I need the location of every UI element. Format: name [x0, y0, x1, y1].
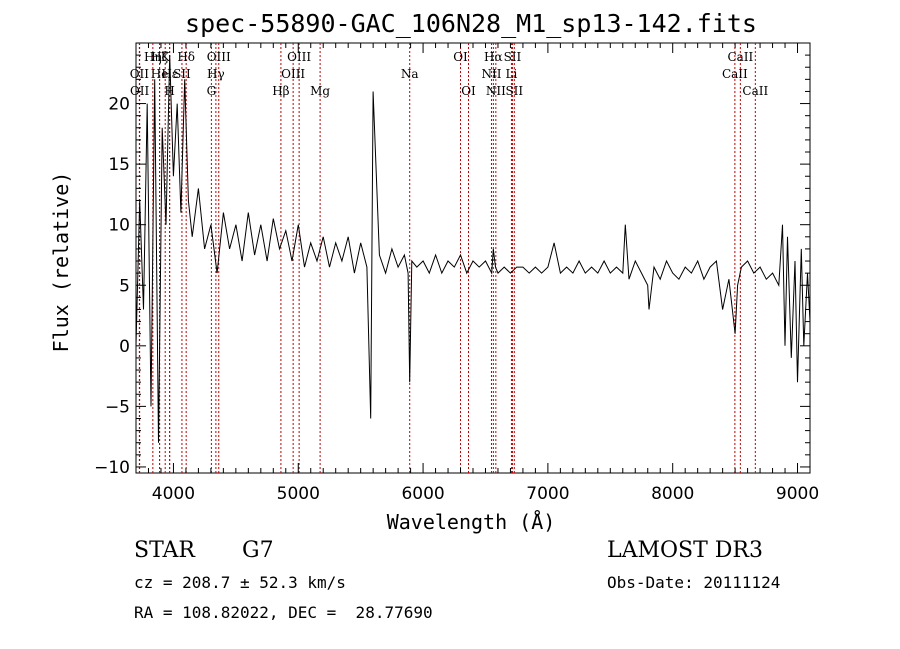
spectral-line-label: OI	[461, 84, 476, 98]
spectral-line-label: OIII	[287, 50, 311, 64]
y-tick-label: 5	[119, 276, 130, 296]
redshift-velocity: cz = 208.7 ± 52.3 km/s	[134, 573, 346, 592]
plot-frame	[135, 42, 811, 474]
spectral-line-label: CaII	[727, 50, 753, 64]
x-tick-label: 8000	[651, 484, 694, 504]
spectral-line-label: Hζ	[151, 50, 168, 64]
spectral-line-label: CaII	[722, 67, 748, 81]
x-tick-label: 5000	[277, 484, 320, 504]
spectral-line-label: Hβ	[272, 84, 289, 98]
spectral-line-label: OII	[130, 67, 150, 81]
spectral-line-label: K	[161, 50, 171, 64]
observation-date: Obs-Date: 20111124	[607, 573, 781, 592]
spectral-line-label: Li	[506, 67, 518, 81]
spectral-line-label: OIII	[281, 67, 305, 81]
spectral-line-label: Hδ	[177, 50, 195, 64]
spectral-line-label: CaII	[742, 84, 768, 98]
y-tick-label: 10	[108, 216, 130, 236]
y-tick-label: −10	[94, 458, 130, 478]
spectral-line-label: OI	[453, 50, 468, 64]
chart-title: spec-55890-GAC_106N28_M1_sp13-142.fits	[185, 9, 757, 38]
spectral-line-label: G	[207, 84, 217, 98]
object-subclass: G7	[242, 538, 274, 563]
spectral-line-label: Hη	[144, 50, 162, 64]
x-tick-label: 7000	[526, 484, 569, 504]
x-axis-label: Wavelength (Å)	[387, 510, 556, 534]
x-tick-label: 4000	[152, 484, 195, 504]
spectral-line-label: Hγ	[207, 67, 225, 81]
x-axis-ticks: 4000 5000 6000 7000 8000 9000	[135, 43, 819, 504]
y-tick-label: −5	[105, 397, 130, 417]
x-tick-label: 6000	[401, 484, 444, 504]
object-class: STAR	[134, 538, 195, 563]
spectral-line-label: NII	[481, 67, 501, 81]
x-tick-label: 9000	[776, 484, 819, 504]
spectral-line-label: OIII	[207, 50, 231, 64]
spectral-line-label: SII	[505, 84, 523, 98]
spectral-line-label: He	[151, 67, 169, 81]
spectrum-line	[135, 55, 811, 443]
y-tick-label: 0	[119, 337, 130, 357]
spectral-line-label: Na	[401, 67, 419, 81]
spectral-line-label: SII	[173, 67, 191, 81]
spectral-line-label: Mg	[310, 84, 330, 98]
y-axis-label: Flux (relative)	[49, 172, 73, 353]
y-axis-ticks: −10 −5 0 5 10 15 20	[94, 54, 810, 478]
y-tick-label: 20	[108, 95, 130, 115]
coordinates: RA = 108.82022, DEC = 28.77690	[134, 603, 433, 622]
spectral-line-markers	[138, 43, 756, 473]
spectral-line-label: H	[164, 84, 174, 98]
spectral-line-label: NII	[486, 84, 506, 98]
spectral-line-label: SII	[504, 50, 522, 64]
survey-name: LAMOST DR3	[607, 538, 763, 563]
y-tick-label: 15	[108, 155, 130, 175]
spectral-line-label: Hα	[484, 50, 503, 64]
